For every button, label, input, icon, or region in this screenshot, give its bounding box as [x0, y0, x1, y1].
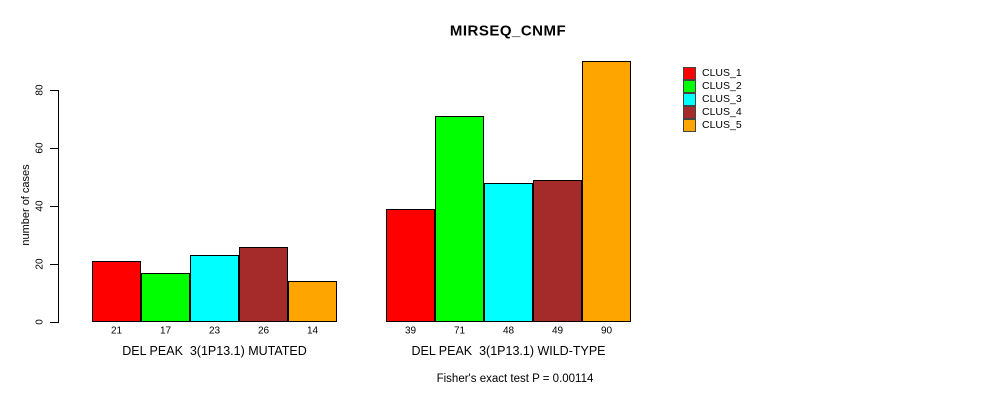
legend-row-CLUS_5: CLUS_5 [683, 119, 742, 132]
legend-swatch-CLUS_1 [683, 67, 696, 80]
bar-CLUS_3 [484, 183, 533, 322]
bar-CLUS_2 [435, 116, 484, 322]
bar-CLUS_1 [386, 209, 435, 322]
bar-value-label: 26 [257, 325, 270, 337]
bar-CLUS_2 [141, 273, 190, 322]
bar-value-label: 71 [453, 325, 466, 337]
bar-CLUS_4 [533, 180, 582, 322]
y-axis-tick-label: 40 [34, 200, 46, 212]
y-axis-tick-label: 60 [34, 142, 46, 154]
bar-value-label: 48 [502, 325, 515, 337]
legend-label-CLUS_2: CLUS_2 [702, 80, 742, 92]
legend-swatch-CLUS_5 [683, 119, 696, 132]
y-axis-tick-label: 0 [34, 319, 46, 325]
legend-label-CLUS_3: CLUS_3 [702, 93, 742, 105]
y-axis-tick [50, 206, 58, 207]
legend-row-CLUS_3: CLUS_3 [683, 93, 742, 106]
y-axis-tick [50, 90, 58, 91]
chart-title: MIRSEQ_CNMF [449, 22, 567, 40]
legend-swatch-CLUS_4 [683, 106, 696, 119]
y-axis-tick [50, 148, 58, 149]
legend-label-CLUS_1: CLUS_1 [702, 67, 742, 79]
y-axis-tick [50, 264, 58, 265]
y-axis-tick [50, 322, 58, 323]
y-axis-line [58, 90, 59, 323]
fisher-test-annotation: Fisher's exact test P = 0.00114 [436, 373, 594, 385]
bar-CLUS_5 [582, 61, 631, 322]
y-axis-label: number of cases [20, 164, 32, 246]
bar-value-label: 14 [306, 325, 319, 337]
bar-value-label: 17 [159, 325, 172, 337]
legend-row-CLUS_1: CLUS_1 [683, 67, 742, 80]
group-label: DEL PEAK 3(1P13.1) MUTATED [122, 344, 307, 358]
bar-value-label: 21 [110, 325, 123, 337]
bar-CLUS_1 [92, 261, 141, 322]
legend-label-CLUS_5: CLUS_5 [702, 119, 742, 131]
bar-value-label: 39 [404, 325, 417, 337]
bar-value-label: 23 [208, 325, 221, 337]
legend-row-CLUS_4: CLUS_4 [683, 106, 742, 119]
bar-value-label: 49 [551, 325, 564, 337]
group-label: DEL PEAK 3(1P13.1) WILD-TYPE [411, 344, 606, 358]
bar-CLUS_3 [190, 255, 239, 322]
legend-row-CLUS_2: CLUS_2 [683, 80, 742, 93]
bar-CLUS_5 [288, 281, 337, 322]
bar-value-label: 90 [600, 325, 613, 337]
y-axis-tick-label: 80 [34, 84, 46, 96]
legend-swatch-CLUS_2 [683, 80, 696, 93]
legend-label-CLUS_4: CLUS_4 [702, 106, 742, 118]
legend-swatch-CLUS_3 [683, 93, 696, 106]
bar-CLUS_4 [239, 247, 288, 322]
y-axis-tick-label: 20 [34, 258, 46, 270]
